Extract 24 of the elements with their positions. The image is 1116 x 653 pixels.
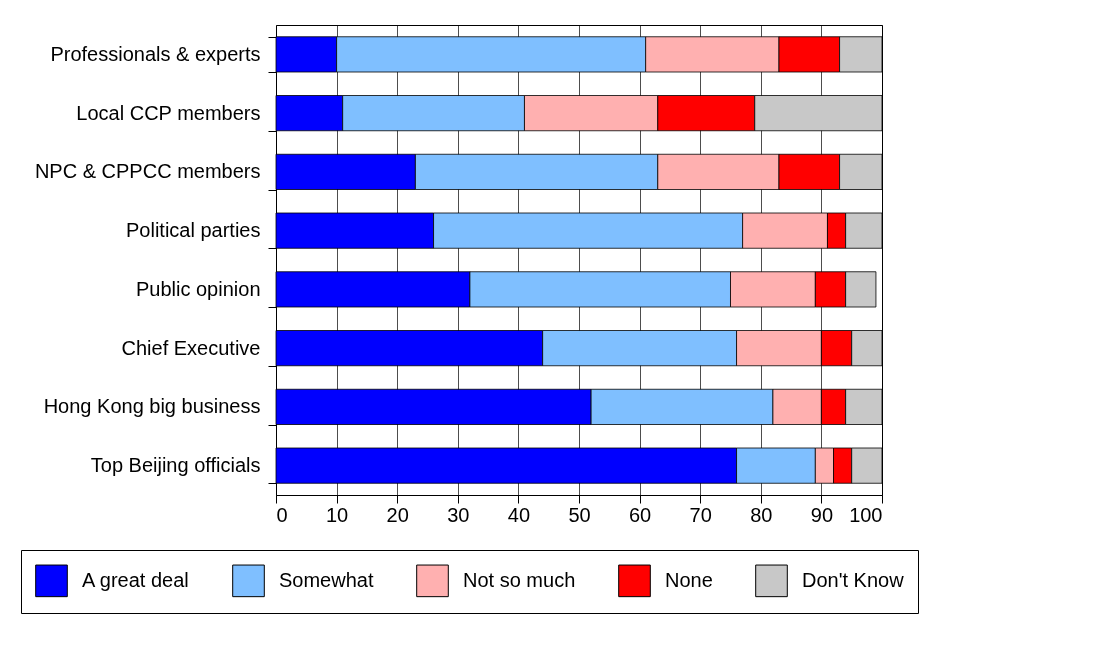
legend-label: A great deal [82, 568, 189, 591]
x-tick-label: 90 [810, 503, 834, 526]
x-tick-label: 10 [325, 503, 349, 526]
y-tick-label: Political parties [125, 219, 261, 242]
x-tick-label: 30 [447, 503, 470, 526]
y-tick-label: Hong Kong big business [43, 395, 261, 418]
legend-label: None [665, 568, 713, 591]
y-tick-label: Public opinion [135, 277, 261, 300]
x-tick-label: 60 [628, 503, 652, 526]
x-tick-label: 40 [507, 503, 531, 526]
y-tick-label: Professionals & experts [50, 42, 261, 65]
legend-label: Don't Know [802, 568, 905, 591]
x-tick-label: 70 [689, 503, 712, 526]
x-tick-label: 50 [568, 503, 591, 526]
y-tick-label: Local CCP members [76, 101, 261, 124]
x-tick-label: 0 [276, 503, 288, 526]
y-tick-label: Chief Executive [121, 336, 261, 359]
x-tick-label: 80 [750, 503, 773, 526]
y-tick-label: Top Beijing officials [90, 454, 261, 477]
y-tick-label: NPC & CPPCC members [34, 160, 261, 183]
x-tick-label: 20 [386, 503, 409, 526]
legend-label: Somewhat [279, 568, 374, 591]
x-tick-label: 100 [849, 503, 883, 526]
legend-label: Not so much [463, 568, 576, 591]
